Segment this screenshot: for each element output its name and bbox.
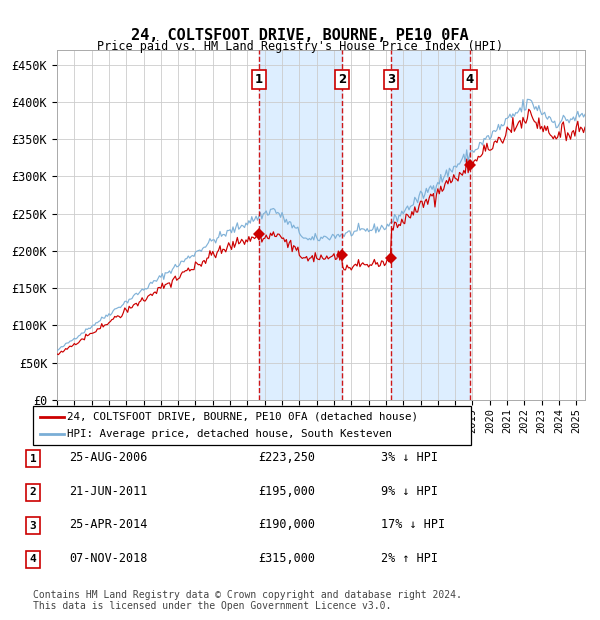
Text: 25-AUG-2006: 25-AUG-2006 bbox=[69, 451, 148, 464]
Text: This data is licensed under the Open Government Licence v3.0.: This data is licensed under the Open Gov… bbox=[33, 601, 391, 611]
Text: 1: 1 bbox=[29, 454, 37, 464]
Text: £190,000: £190,000 bbox=[258, 518, 315, 531]
Text: 4: 4 bbox=[466, 73, 474, 86]
Text: 3: 3 bbox=[388, 73, 395, 86]
Text: 24, COLTSFOOT DRIVE, BOURNE, PE10 0FA (detached house): 24, COLTSFOOT DRIVE, BOURNE, PE10 0FA (d… bbox=[67, 412, 418, 422]
Text: £315,000: £315,000 bbox=[258, 552, 315, 565]
Text: 2: 2 bbox=[29, 487, 37, 497]
Text: 21-JUN-2011: 21-JUN-2011 bbox=[69, 485, 148, 498]
Text: 25-APR-2014: 25-APR-2014 bbox=[69, 518, 148, 531]
Text: 2% ↑ HPI: 2% ↑ HPI bbox=[381, 552, 438, 565]
Text: 9% ↓ HPI: 9% ↓ HPI bbox=[381, 485, 438, 498]
Text: £195,000: £195,000 bbox=[258, 485, 315, 498]
Text: Contains HM Land Registry data © Crown copyright and database right 2024.: Contains HM Land Registry data © Crown c… bbox=[33, 590, 462, 600]
Text: 07-NOV-2018: 07-NOV-2018 bbox=[69, 552, 148, 565]
Text: HPI: Average price, detached house, South Kesteven: HPI: Average price, detached house, Sout… bbox=[67, 429, 392, 439]
Text: Price paid vs. HM Land Registry's House Price Index (HPI): Price paid vs. HM Land Registry's House … bbox=[97, 40, 503, 53]
Text: £223,250: £223,250 bbox=[258, 451, 315, 464]
Text: 3% ↓ HPI: 3% ↓ HPI bbox=[381, 451, 438, 464]
Bar bbox=[391, 50, 470, 400]
Bar bbox=[259, 50, 342, 400]
Text: 24, COLTSFOOT DRIVE, BOURNE, PE10 0FA: 24, COLTSFOOT DRIVE, BOURNE, PE10 0FA bbox=[131, 28, 469, 43]
Text: 2: 2 bbox=[338, 73, 346, 86]
Text: 4: 4 bbox=[29, 554, 37, 564]
Text: 1: 1 bbox=[254, 73, 263, 86]
Text: 17% ↓ HPI: 17% ↓ HPI bbox=[381, 518, 445, 531]
Text: 3: 3 bbox=[29, 521, 37, 531]
